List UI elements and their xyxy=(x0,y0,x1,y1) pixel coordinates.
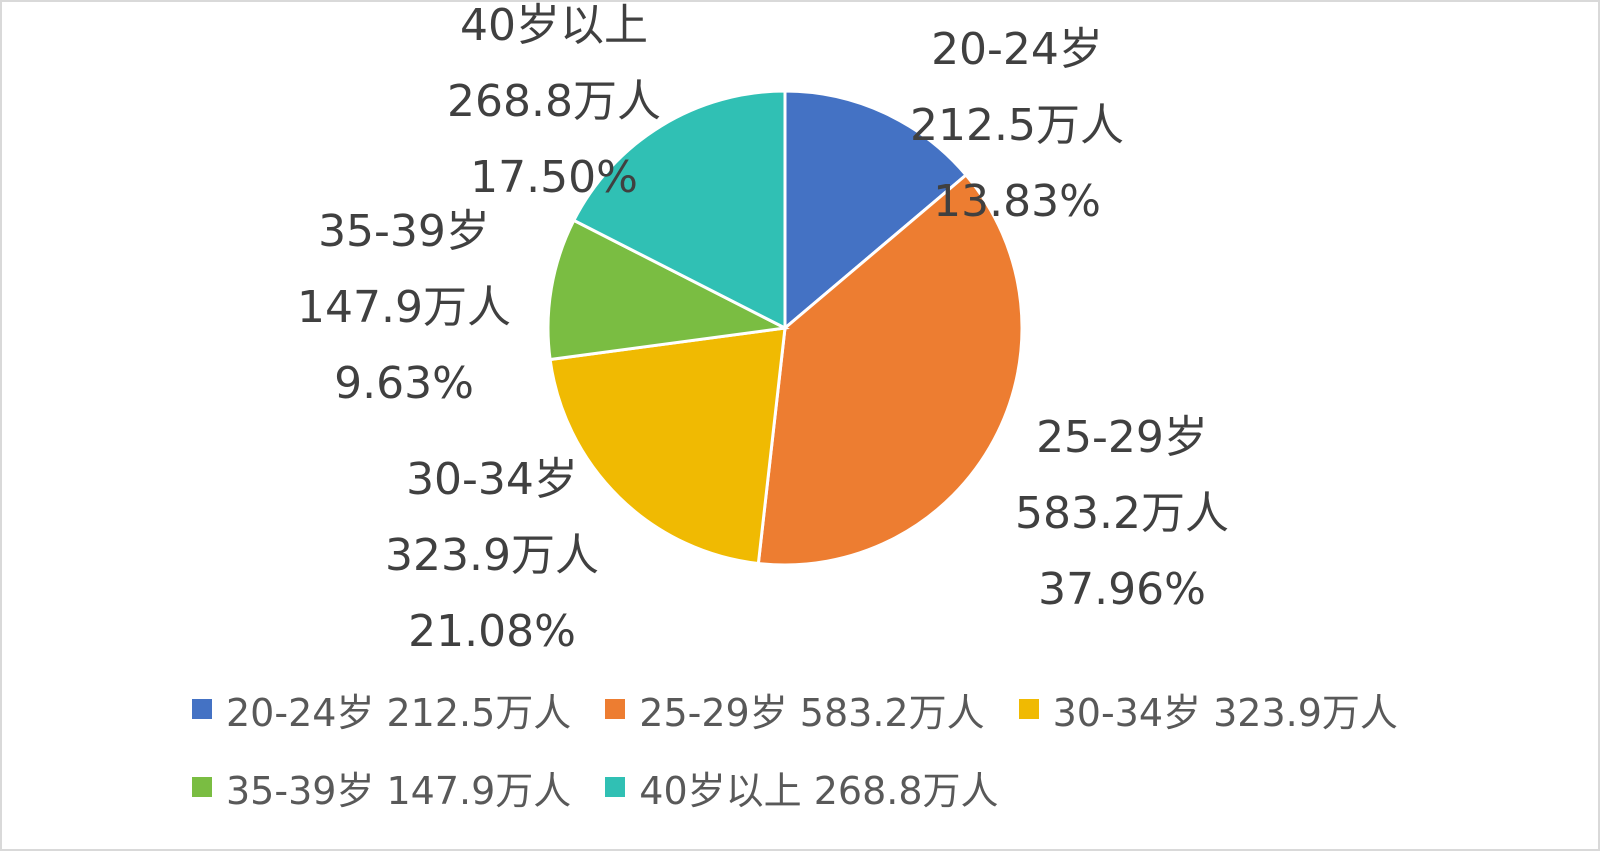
legend-swatch xyxy=(192,777,212,797)
pie-data-labels: 20-24岁 212.5万人 13.83% 25-29岁 583.2万人 37.96% 30… xyxy=(297,2,1229,657)
legend-row-1: 20-24岁 212.5万人 25-29岁 583.2万人 30-34岁 323… xyxy=(192,670,1452,748)
legend: 20-24岁 212.5万人 25-29岁 583.2万人 30-34岁 323… xyxy=(192,670,1452,826)
legend-swatch xyxy=(605,777,626,797)
data-label-percent: 37.96% xyxy=(1038,564,1206,615)
pie-slice-2[interactable] xyxy=(756,172,1024,567)
legend-item-40-plus[interactable]: 40岁以上 268.8万人 xyxy=(605,760,999,815)
data-label-value: 583.2万人 xyxy=(1015,488,1229,539)
pie-slices xyxy=(546,89,1024,567)
data-label-percent: 9.63% xyxy=(334,358,474,409)
legend-label: 40岁以上 268.8万人 xyxy=(639,768,999,813)
data-label-2: 25-29岁 583.2万人 37.96% xyxy=(1015,412,1229,615)
legend-row-2: 35-39岁 147.9万人 40岁以上 268.8万人 xyxy=(192,748,1452,826)
data-label-category: 25-29岁 xyxy=(1036,412,1208,463)
legend-item-30-34[interactable]: 30-34岁 323.9万人 xyxy=(1018,682,1398,737)
legend-label: 20-24岁 212.5万人 xyxy=(226,690,572,735)
data-label-category: 30-34岁 xyxy=(406,454,578,505)
data-label-percent: 17.50% xyxy=(470,152,638,203)
legend-label: 30-34岁 323.9万人 xyxy=(1052,690,1398,735)
data-label-value: 212.5万人 xyxy=(910,100,1124,151)
data-label-value: 147.9万人 xyxy=(297,282,511,333)
legend-label: 35-39岁 147.9万人 xyxy=(226,768,572,813)
legend-item-35-39[interactable]: 35-39岁 147.9万人 xyxy=(192,760,571,815)
legend-label: 25-29岁 583.2万人 xyxy=(639,690,985,735)
data-label-4: 35-39岁 147.9万人 9.63% xyxy=(297,206,511,409)
legend-swatch xyxy=(1018,699,1039,719)
data-label-percent: 21.08% xyxy=(408,606,576,657)
data-label-1: 20-24岁 212.5万人 13.83% xyxy=(910,24,1124,227)
data-label-3: 30-34岁 323.9万人 21.08% xyxy=(385,454,599,657)
pie-slice-3[interactable] xyxy=(548,326,787,566)
pie-slice-5[interactable] xyxy=(571,89,787,331)
data-label-category: 20-24岁 xyxy=(931,24,1103,75)
pie-slice-4[interactable] xyxy=(546,218,790,362)
data-label-category: 35-39岁 xyxy=(318,206,490,257)
legend-item-25-29[interactable]: 25-29岁 583.2万人 xyxy=(605,682,985,737)
data-label-value: 268.8万人 xyxy=(447,76,661,127)
data-label-category: 40岁以上 xyxy=(460,2,648,51)
legend-swatch xyxy=(192,699,212,719)
legend-swatch xyxy=(605,699,626,719)
data-label-5: 40岁以上 268.8万人 17.50% xyxy=(447,2,661,203)
pie-chart: 20-24岁 212.5万人 13.83% 25-29岁 583.2万人 37.96% 30… xyxy=(297,2,1229,657)
data-label-percent: 13.83% xyxy=(933,176,1101,227)
pie-slice-1[interactable] xyxy=(783,89,969,332)
legend-item-20-24[interactable]: 20-24岁 212.5万人 xyxy=(192,682,571,737)
data-label-value: 323.9万人 xyxy=(385,530,599,581)
